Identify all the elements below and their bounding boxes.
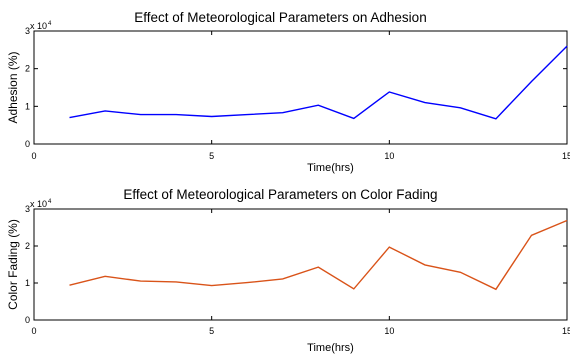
x-tick-label: 5 <box>209 151 214 161</box>
x-tick-label: 0 <box>31 326 36 336</box>
x-tick-label: 0 <box>31 151 36 161</box>
x-axis-label: Time(hrs) <box>307 342 354 354</box>
y-multiplier-exponent: 4 <box>48 199 52 205</box>
y-multiplier-exponent: 4 <box>48 21 52 27</box>
y-axis-label: Color Fading (%) <box>6 219 20 310</box>
y-tick-label: 2 <box>25 241 30 251</box>
series-line <box>70 221 568 290</box>
chart-title: Effect of Meteorological Parameters on C… <box>123 187 437 202</box>
chart-title: Effect of Meteorological Parameters on A… <box>134 10 426 25</box>
x-tick-label: 15 <box>562 151 570 161</box>
series-line <box>70 46 568 119</box>
y-multiplier-label: x 10 <box>30 21 47 31</box>
x-tick-label: 10 <box>384 151 394 161</box>
y-tick-label: 1 <box>25 278 30 288</box>
y-tick-label: 1 <box>25 101 30 111</box>
x-axis-label: Time(hrs) <box>307 162 354 174</box>
y-tick-label: 0 <box>25 139 30 149</box>
x-tick-label: 15 <box>562 326 570 336</box>
y-multiplier-label: x 10 <box>30 199 47 209</box>
x-tick-label: 5 <box>209 326 214 336</box>
y-tick-label: 2 <box>25 64 30 74</box>
plot-axes-box <box>34 209 567 320</box>
x-tick-label: 10 <box>384 326 394 336</box>
y-axis-label: Adhesion (%) <box>6 51 20 123</box>
y-tick-label: 0 <box>25 315 30 325</box>
plot-axes-box <box>34 31 567 144</box>
